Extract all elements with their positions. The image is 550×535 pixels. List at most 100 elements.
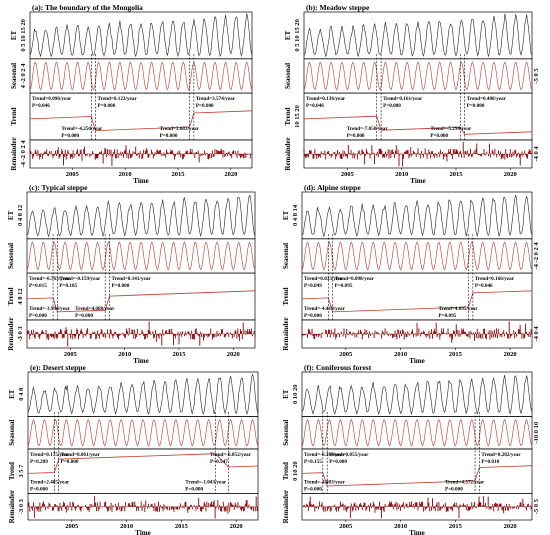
p-value-annotation: P=0.015	[29, 283, 47, 289]
p-value-annotation: P=0.000	[75, 313, 93, 319]
p-value-annotation: P=0.046	[32, 103, 50, 109]
seasonal-series-line	[301, 241, 533, 271]
panel-title: (d): Alpine steppe	[304, 183, 361, 192]
panel-title: (a): The boundary of the Mongolia	[32, 3, 143, 12]
y-axis-label: Remainder	[8, 490, 16, 523]
subplot-frame	[29, 11, 253, 60]
p-value-annotation: P=0.010	[481, 459, 499, 465]
trend-annotation: Trend=-0.364/year	[304, 452, 346, 458]
x-tick-label: 2015	[449, 351, 463, 358]
p-value-annotation: P=0.049	[304, 283, 322, 289]
panel-b: (b): Meadow steppe ET 0 5 10 15 20 Seasonal…	[284, 3, 540, 185]
trend-annotation: Trend=0.408/year	[467, 96, 507, 102]
subplot-frame	[26, 238, 256, 274]
x-tick-label: 2005	[65, 523, 79, 530]
trend-annotation: Trend=-0.763/year	[29, 276, 71, 282]
et-series-line	[303, 13, 533, 58]
y-tick-labels: -5 0 5	[533, 498, 540, 514]
p-value-annotation: P=0.000	[430, 133, 448, 139]
trend-annotation: Trend=4.088/year	[75, 306, 115, 312]
x-tick-label: 2010	[394, 351, 407, 358]
x-tick-label: 2020	[504, 171, 517, 178]
subplot-frame	[301, 371, 533, 417]
x-tick-label: 2015	[449, 523, 463, 530]
trend-annotation: Trend=0.061/year	[61, 452, 101, 458]
x-axis-label: Time	[133, 177, 148, 185]
trend-annotation: Trend=0.123/year	[98, 96, 138, 102]
y-tick-labels: 0 4 8 12	[17, 205, 24, 226]
y-tick-labels: -10 0 10	[533, 422, 540, 444]
p-value-annotation: P=0.046	[475, 283, 493, 289]
trend-series-line	[301, 290, 533, 313]
y-tick-labels: 0 10 20	[292, 461, 299, 481]
y-tick-labels: 4 8 12	[17, 288, 24, 304]
p-value-annotation: P=0.000	[467, 103, 485, 109]
et-series-line	[27, 373, 259, 415]
p-value-annotation: P=0.000	[160, 133, 178, 139]
x-axis-label: Time	[409, 529, 424, 535]
p-value-annotation: P=0.000	[304, 486, 322, 492]
p-value-annotation: P=0.000	[347, 133, 365, 139]
p-value-annotation: P=0.185	[59, 283, 77, 289]
trend-annotation: Trend=-4.083/year	[304, 479, 346, 485]
trend-annotation: Trend=2.405/year	[30, 479, 70, 485]
y-tick-labels: 0 4 8 14	[292, 204, 299, 226]
panel-title: (c): Typical steppe	[29, 183, 88, 192]
x-tick-label: 2010	[395, 171, 408, 178]
y-axis-label: ET	[10, 30, 18, 40]
trend-annotation: Trend=0.282/year	[481, 452, 521, 458]
y-axis-label: Trend	[8, 462, 16, 480]
x-tick-label: 2010	[118, 351, 131, 358]
subplot-frame	[303, 11, 533, 60]
trend-series-line	[301, 465, 533, 487]
p-value-annotation: P=0.547	[210, 459, 228, 465]
y-tick-labels: 0 10 20	[292, 384, 299, 404]
y-axis-label: ET	[8, 389, 16, 399]
y-tick-labels: 4 -2 0 2 4	[20, 63, 27, 89]
p-value-annotation: P=0.000	[29, 313, 47, 319]
y-tick-labels: -4 0 4	[533, 326, 540, 342]
seasonal-series-line	[27, 419, 259, 447]
seasonal-series-line	[301, 419, 533, 447]
p-value-annotation: P=0.000	[98, 103, 116, 109]
trend-series-line	[26, 290, 256, 313]
x-axis-label: Time	[410, 177, 425, 185]
trend-annotation: Trend=0.141/year	[112, 276, 152, 282]
trend-annotation: Trend=-3.994/year	[29, 306, 71, 312]
trend-annotation: Trend=-5.290/year	[430, 126, 472, 132]
y-axis-label: Trend	[10, 107, 18, 125]
y-tick-labels: -5 0 5	[533, 68, 540, 84]
trend-annotation: Trend=4.095/year	[438, 306, 478, 312]
trend-annotation: Trend=3.683/year	[160, 126, 200, 132]
p-value-annotation: P=0.155	[304, 459, 322, 465]
p-value-annotation: P=0.046	[306, 103, 324, 109]
x-tick-label: 2010	[120, 523, 133, 530]
y-axis-label: Seasonal	[282, 420, 290, 446]
p-value-annotation: P=0.000	[61, 133, 79, 139]
y-tick-labels: 0 5 10 15 20	[294, 19, 301, 52]
x-tick-label: 2005	[341, 171, 355, 178]
subplot-frame	[301, 238, 533, 274]
y-tick-labels: -3 0 3	[17, 326, 24, 342]
y-axis-label: Seasonal	[282, 243, 290, 269]
trend-annotation: Trend=0.098/year	[335, 276, 375, 282]
x-tick-label: 2005	[339, 351, 353, 358]
y-axis-label: Remainder	[282, 317, 290, 350]
et-series-line	[301, 195, 533, 238]
p-value-annotation: P=0.095	[438, 313, 456, 319]
trend-annotation: Trend=4.572/year	[445, 479, 485, 485]
y-axis-label: Trend	[7, 287, 15, 305]
seasonal-series-line	[303, 61, 533, 91]
y-axis-label: ET	[282, 210, 290, 220]
p-value-annotation: P=0.000	[383, 103, 401, 109]
y-axis-label: Trend	[282, 287, 290, 305]
x-tick-label: 2020	[227, 351, 240, 358]
trend-annotation: Trend=-7.050/year	[347, 126, 389, 132]
x-tick-label: 2020	[224, 171, 237, 178]
x-tick-label: 2015	[173, 351, 187, 358]
trend-series-line	[303, 115, 533, 135]
y-axis-label: Seasonal	[7, 243, 15, 269]
panel-d: (d): Alpine steppe ET 0 4 8 14 Seasonal -4 -…	[282, 183, 540, 365]
y-axis-label: Remainder	[10, 137, 18, 170]
